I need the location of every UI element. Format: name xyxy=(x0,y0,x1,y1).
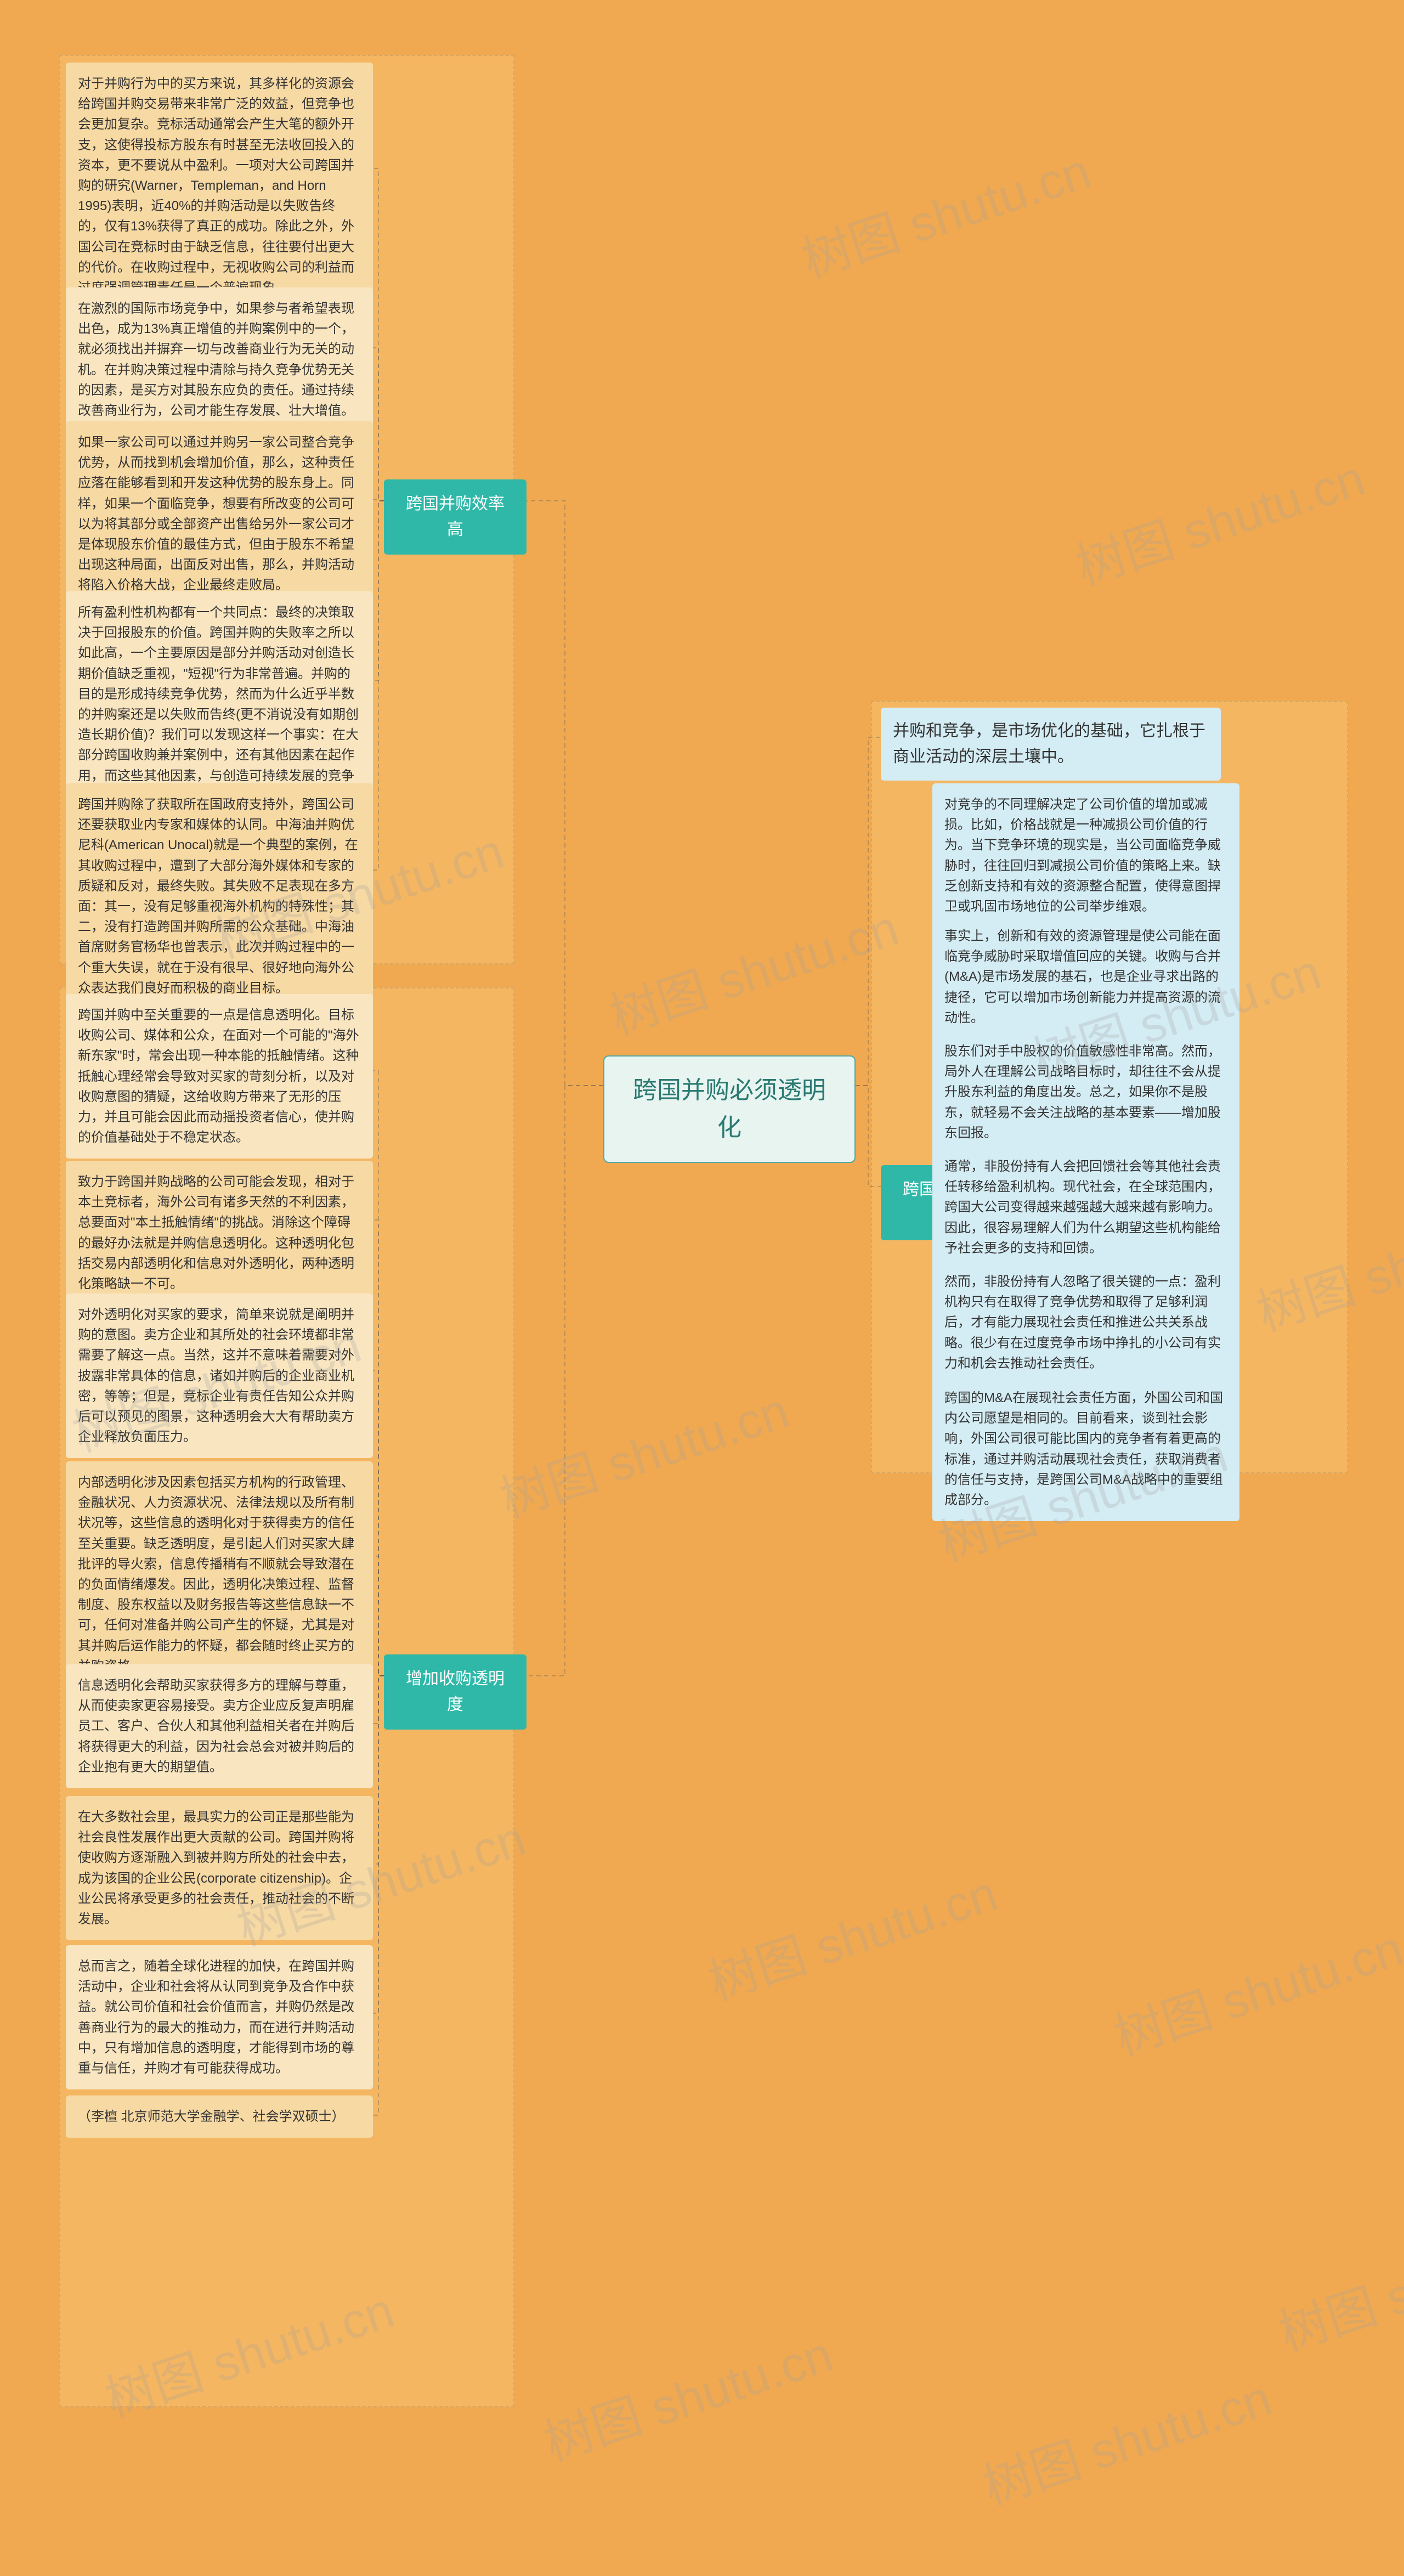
watermark: 树图 shutu.cn xyxy=(1104,1908,1404,2069)
branch-b2: 增加收购透明度 xyxy=(384,1654,526,1730)
leaf-b4c5: 然而，非股份持有人忽略了很关键的一点：盈利机构只有在取得了竞争优势和取得了足够利… xyxy=(932,1261,1239,1385)
watermark: 树图 shutu.cn xyxy=(698,1854,1005,2014)
leaf-b1c5: 跨国并购除了获取所在国政府支持外，跨国公司还要获取业内专家和媒体的认同。中海油并… xyxy=(66,783,373,1009)
branch-b3: 并购和竞争，是市场优化的基础，它扎根于商业活动的深层土壤中。 xyxy=(881,708,1221,781)
leaf-b2c5: 信息透明化会帮助买家获得多方的理解与尊重，从而使卖家更容易接受。卖方企业应反复声… xyxy=(66,1664,373,1788)
leaf-b2c3: 对外透明化对买家的要求，简单来说就是阐明并购的意图。卖方企业和其所处的社会环境都… xyxy=(66,1293,373,1458)
watermark: 树图 shutu.cn xyxy=(599,888,906,1048)
leaf-b2c1: 跨国并购中至关重要的一点是信息透明化。目标收购公司、媒体和公众，在面对一个可能的… xyxy=(66,994,373,1159)
leaf-b4c6: 跨国的M&A在展现社会责任方面，外国公司和国内公司愿望是相同的。目前看来，谈到社… xyxy=(932,1377,1239,1521)
leaf-b1c1: 对于并购行为中的买方来说，其多样化的资源会给跨国并购交易带来非常广泛的效益，但竞… xyxy=(66,63,373,309)
leaf-b4c4: 通常，非股份持有人会把回馈社会等其他社会责任转移给盈利机构。现代社会，在全球范围… xyxy=(932,1145,1239,1269)
leaf-b1c2: 在激烈的国际市场竞争中，如果参与者希望表现出色，成为13%真正增值的并购案例中的… xyxy=(66,287,373,432)
watermark: 树图 shutu.cn xyxy=(534,2314,840,2475)
leaf-b4c2: 事实上，创新和有效的资源管理是使公司能在面临竞争威胁时采取增值回应的关键。收购与… xyxy=(932,915,1239,1039)
watermark: 树图 shutu.cn xyxy=(1269,2205,1404,2365)
watermark: 树图 shutu.cn xyxy=(972,2358,1279,2518)
leaf-b2c2: 致力于跨国并购战略的公司可能会发现，相对于本土竞标者，海外公司有诸多天然的不利因… xyxy=(66,1161,373,1305)
leaf-b1c3: 如果一家公司可以通过并购另一家公司整合竞争优势，从而找到机会增加价值，那么，这种… xyxy=(66,421,373,607)
watermark: 树图 shutu.cn xyxy=(791,131,1098,291)
leaf-b2c7: 总而言之，随着全球化进程的加快，在跨国并购活动中，企业和社会将从认同到竞争及合作… xyxy=(66,1945,373,2089)
branch-b1: 跨国并购效率高 xyxy=(384,479,526,555)
leaf-b2c8: （李檀 北京师范大学金融学、社会学双硕士） xyxy=(66,2095,373,2138)
leaf-b4c1: 对竞争的不同理解决定了公司价值的增加或减损。比如，价格战就是一种减损公司价值的行… xyxy=(932,783,1239,928)
watermark: 树图 shutu.cn xyxy=(490,1371,796,1531)
leaf-b2c4: 内部透明化涉及因素包括买方机构的行政管理、金融状况、人力资源状况、法律法规以及所… xyxy=(66,1461,373,1687)
watermark: 树图 shutu.cn xyxy=(1066,438,1372,598)
leaf-b4c3: 股东们对手中股权的价值敏感性非常高。然而，局外人在理解公司战略目标时，却往往不会… xyxy=(932,1030,1239,1154)
leaf-b2c6: 在大多数社会里，最具实力的公司正是那些能为社会良性发展作出更大贡献的公司。跨国并… xyxy=(66,1796,373,1940)
root-node: 跨国并购必须透明化 xyxy=(603,1055,856,1163)
